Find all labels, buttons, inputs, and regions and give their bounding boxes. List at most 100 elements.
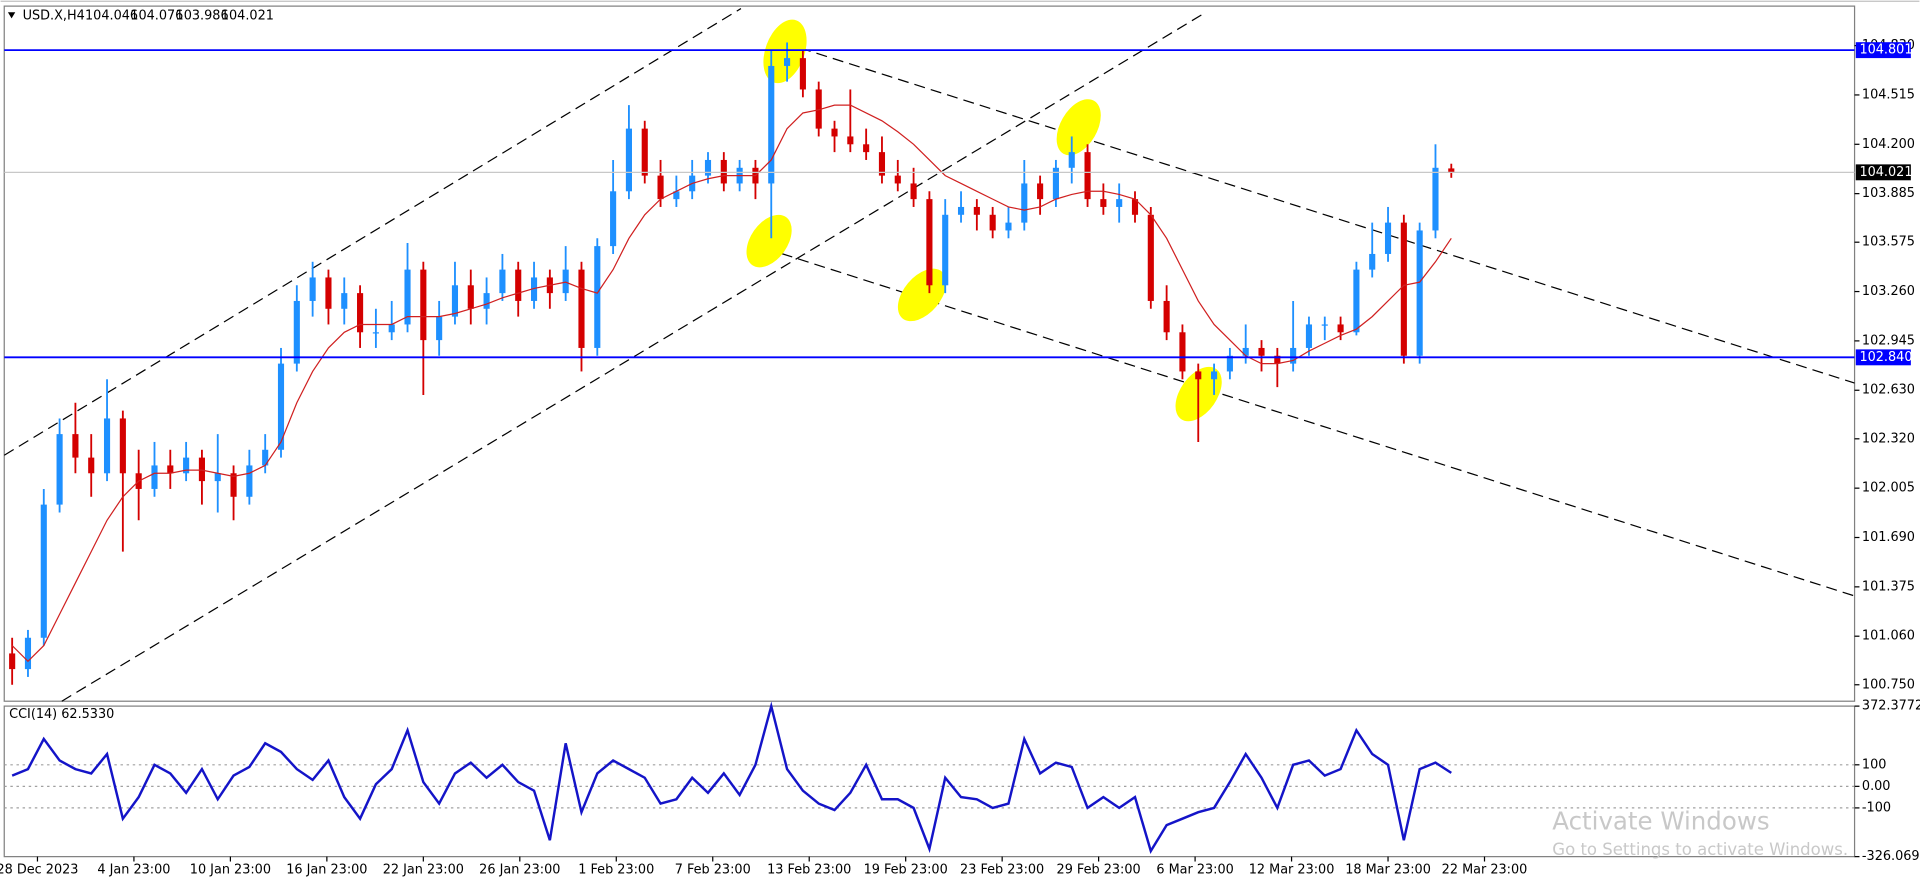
y-tick-label: 102.320 xyxy=(1862,431,1915,446)
candle-body xyxy=(230,473,237,497)
y-tick-label: -326.0692 xyxy=(1862,849,1920,864)
y-tick-label: 102.630 xyxy=(1862,383,1915,398)
y-tick-label: 101.060 xyxy=(1862,629,1915,644)
candle-body xyxy=(151,465,158,489)
candle-body xyxy=(1448,168,1455,173)
candle-body xyxy=(641,128,648,176)
y-tick-label: 102.945 xyxy=(1862,333,1915,348)
symbol: USD.X,H4 xyxy=(23,8,85,23)
candle-body xyxy=(1131,199,1139,215)
candle-body xyxy=(530,277,538,301)
cci-title: CCI(14) 62.5330 xyxy=(9,707,114,722)
x-tick-label: 28 Dec 2023 xyxy=(0,863,78,878)
highlight xyxy=(746,214,792,268)
candle-body xyxy=(325,277,332,309)
x-tick-label: 26 Jan 23:00 xyxy=(479,863,560,878)
candle-body xyxy=(1432,167,1439,231)
candle-body xyxy=(436,316,443,341)
candle-body xyxy=(942,214,949,286)
y-tick-label: 0.00 xyxy=(1862,779,1891,794)
candle-body xyxy=(404,269,411,325)
candle-body xyxy=(388,324,395,333)
candle-body xyxy=(1384,222,1392,254)
candle-body xyxy=(1400,222,1407,356)
y-tick-label: 104.200 xyxy=(1862,137,1915,152)
price-level-box xyxy=(1855,42,1911,59)
candle-body xyxy=(768,65,775,184)
x-tick-label: 12 Mar 23:00 xyxy=(1249,863,1335,878)
y-tick-label: 103.260 xyxy=(1862,284,1915,299)
candle-body xyxy=(1258,347,1265,356)
x-tick-label: 4 Jan 23:00 xyxy=(97,863,170,878)
candle-body xyxy=(1021,183,1028,223)
x-tick-label: 19 Feb 23:00 xyxy=(864,863,948,878)
candle-body xyxy=(119,418,126,474)
x-tick-label: 22 Jan 23:00 xyxy=(383,863,464,878)
candle-body xyxy=(1084,152,1091,200)
x-tick-label: 29 Feb 23:00 xyxy=(1057,863,1141,878)
candle-body xyxy=(610,191,617,247)
x-tick-label: 6 Mar 23:00 xyxy=(1156,863,1234,878)
candle-body xyxy=(467,285,474,309)
candle-body xyxy=(989,214,996,231)
open: 104.046 xyxy=(85,8,138,23)
x-tick-label: 13 Feb 23:00 xyxy=(767,863,851,878)
y-tick-label: 104.515 xyxy=(1862,87,1915,102)
price-level-box xyxy=(1855,349,1911,366)
close: 104.021 xyxy=(221,8,274,23)
y-tick-label: 102.005 xyxy=(1862,481,1915,496)
candle-body xyxy=(799,58,806,90)
candle-body xyxy=(1321,324,1328,326)
candle-body xyxy=(1100,199,1107,207)
candle-body xyxy=(562,269,569,294)
low: 103.986 xyxy=(176,8,229,23)
candle-body xyxy=(1305,324,1313,348)
candle-body xyxy=(720,159,727,184)
candle-body xyxy=(1147,214,1154,301)
y-tick-label: 100.750 xyxy=(1862,677,1915,692)
price-level-box xyxy=(1855,164,1911,181)
candle-body xyxy=(784,58,791,66)
candle-body xyxy=(1274,355,1281,364)
candle-body xyxy=(515,269,522,301)
x-tick-label: 23 Feb 23:00 xyxy=(960,863,1044,878)
price-level-label: 104.801 xyxy=(1859,43,1912,58)
series-line xyxy=(11,104,1452,663)
candle-body xyxy=(357,293,364,333)
candle-body xyxy=(704,159,712,176)
candle-body xyxy=(9,653,16,670)
candle-body xyxy=(183,457,190,474)
candle-body xyxy=(657,175,664,200)
collapse-arrow[interactable] xyxy=(7,12,16,19)
candle-body xyxy=(878,152,886,176)
trend-lines xyxy=(3,8,1855,702)
candle-body xyxy=(1337,324,1344,333)
candle-body xyxy=(451,285,459,317)
candle-body xyxy=(1005,222,1012,231)
y-tick-label: 103.885 xyxy=(1862,186,1915,201)
highlights xyxy=(746,19,1222,422)
candle-body xyxy=(1226,355,1233,372)
candle-body xyxy=(863,144,870,153)
candle-body xyxy=(847,136,854,145)
y-tick-label: 100 xyxy=(1862,757,1887,772)
x-tick-label: 22 Mar 23:00 xyxy=(1442,863,1528,878)
candle-body xyxy=(1163,300,1170,333)
candle-body xyxy=(72,434,79,458)
candle-body xyxy=(894,175,901,184)
candle-body xyxy=(1195,371,1202,380)
y-tick-label: 101.375 xyxy=(1862,579,1915,594)
candle-body xyxy=(1369,253,1376,270)
x-tick-label: 1 Feb 23:00 xyxy=(578,863,654,878)
y-tick-label: 101.690 xyxy=(1862,530,1915,545)
watermark-subtitle: Go to Settings to activate Windows. xyxy=(1552,840,1848,859)
candle-body xyxy=(815,89,822,129)
candle-body xyxy=(372,332,379,334)
candle-body xyxy=(910,183,917,200)
candle-body xyxy=(1052,167,1059,200)
highlight xyxy=(1056,99,1101,156)
candle-body xyxy=(198,457,205,482)
candle-body xyxy=(293,300,300,364)
